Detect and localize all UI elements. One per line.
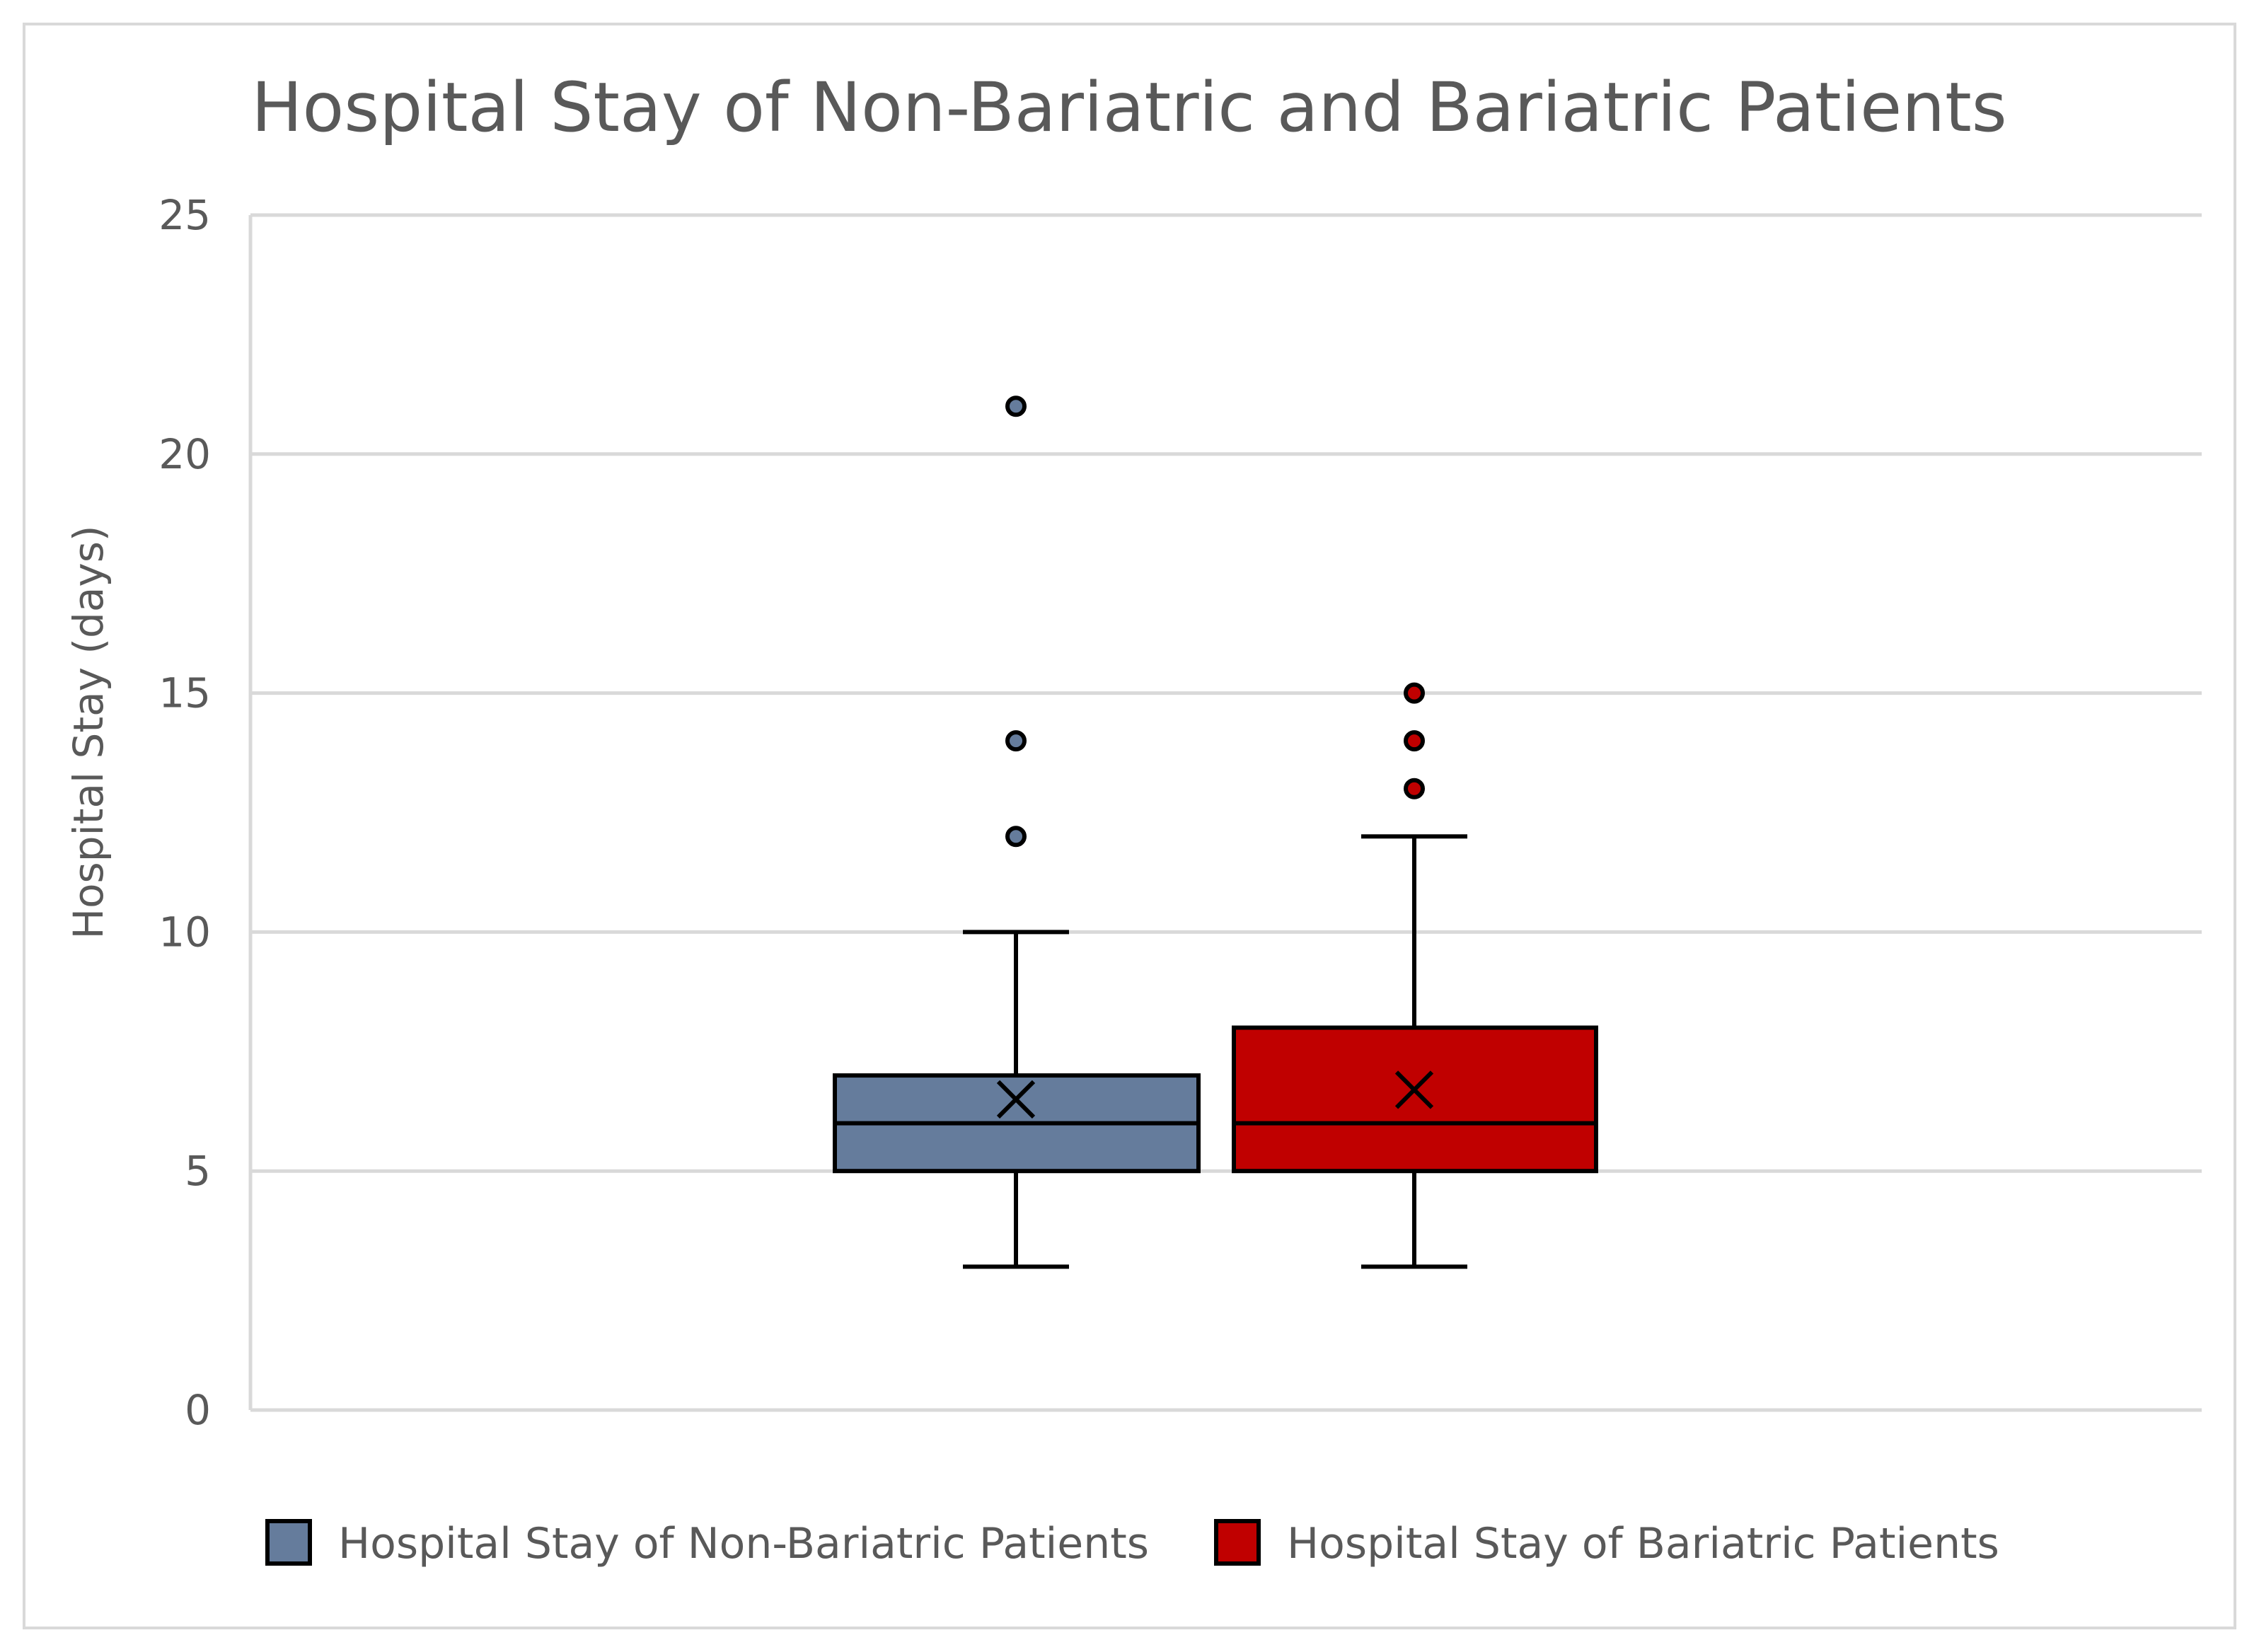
legend: Hospital Stay of Non-Bariatric Patients H… xyxy=(265,1519,1999,1569)
box-plot-1 xyxy=(833,395,1201,1269)
y-axis-label: Hospital Stay (days) xyxy=(64,525,112,939)
box-plots xyxy=(833,395,1598,1269)
gridlines xyxy=(250,213,2202,1412)
outlier-point xyxy=(1404,730,1425,752)
legend-label: Hospital Stay of Non-Bariatric Patients xyxy=(338,1519,1149,1569)
chart-title: Hospital Stay of Non-Bariatric and Baria… xyxy=(251,68,2006,147)
mean-marker xyxy=(996,1080,1036,1119)
iqr-box xyxy=(1232,1025,1598,1174)
box-plot-2 xyxy=(1232,682,1598,1269)
y-tick-label-5: 5 xyxy=(185,1147,211,1195)
legend-item-2: Hospital Stay of Bariatric Patients xyxy=(1214,1519,1999,1569)
legend-label: Hospital Stay of Bariatric Patients xyxy=(1287,1519,1999,1569)
y-tick-label-10: 10 xyxy=(158,908,211,956)
chart-frame xyxy=(23,23,2236,1629)
legend-item-1: Hospital Stay of Non-Bariatric Patients xyxy=(265,1519,1149,1569)
outlier-point xyxy=(1005,395,1027,417)
y-tick-label-0: 0 xyxy=(185,1386,211,1434)
y-tick-label-25: 25 xyxy=(158,191,211,239)
legend-swatch xyxy=(1214,1519,1261,1566)
outlier-point xyxy=(1404,778,1425,799)
outlier-point xyxy=(1404,682,1425,704)
legend-swatch xyxy=(265,1519,312,1566)
outlier-point xyxy=(1005,826,1027,848)
y-tick-label-20: 20 xyxy=(158,430,211,478)
y-tick-label-15: 15 xyxy=(158,669,211,717)
outlier-point xyxy=(1005,730,1027,752)
y-tick-labels: 0 5 10 15 20 25 xyxy=(158,191,211,1434)
mean-marker xyxy=(1394,1070,1434,1109)
